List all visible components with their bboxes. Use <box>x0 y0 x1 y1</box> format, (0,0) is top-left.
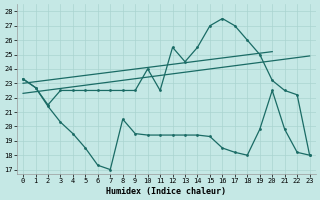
X-axis label: Humidex (Indice chaleur): Humidex (Indice chaleur) <box>106 187 226 196</box>
